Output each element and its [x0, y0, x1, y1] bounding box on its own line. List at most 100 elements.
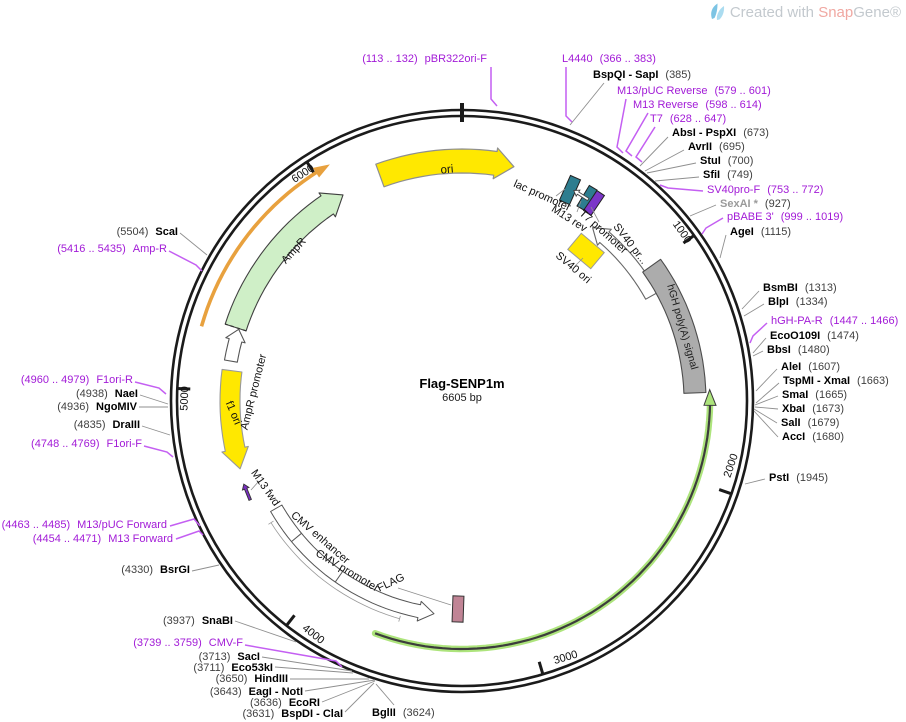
site-name: BlpI: [768, 296, 789, 308]
feature-f1-ori[interactable]: [219, 368, 249, 470]
site-name: SV40pro-F: [707, 184, 761, 196]
site-label-snabi[interactable]: (3937) SnaBI: [163, 615, 233, 627]
site-label-smai[interactable]: SmaI (1665): [782, 389, 847, 401]
leader-line-scai: [179, 232, 208, 256]
site-label-ecoo109i[interactable]: EcoO109I (1474): [770, 330, 859, 342]
site-label-bsmbi[interactable]: BsmBI (1313): [763, 282, 837, 294]
site-label-bspqi-sapi[interactable]: BspQI - SapI (385): [593, 69, 691, 81]
site-location: (3624): [402, 707, 435, 719]
site-label-acci[interactable]: AccI (1680): [782, 431, 844, 443]
site-label-l4440[interactable]: L4440 (366 .. 383): [562, 53, 656, 65]
svg-text:1000: 1000: [670, 219, 694, 246]
site-name: TspMI - XmaI: [783, 375, 851, 387]
site-name: DraIII: [112, 419, 140, 431]
orf-arrow-senp1-orf[interactable]: [371, 388, 717, 653]
site-label-sexai-[interactable]: SexAI * (927): [720, 198, 791, 210]
site-label-blpi[interactable]: BlpI (1334): [768, 296, 828, 308]
site-label-m13-puc-forward[interactable]: (4463 .. 4485) M13/pUC Forward: [2, 519, 167, 531]
site-label-ecori[interactable]: (3636) EcoRI: [250, 697, 320, 709]
site-location: (4454 .. 4471): [32, 533, 102, 545]
site-label-m13-puc-reverse[interactable]: M13/pUC Reverse (579 .. 601): [617, 85, 771, 97]
site-location: (1313): [804, 282, 837, 294]
site-label-scai[interactable]: (5504) ScaI: [117, 226, 178, 238]
feature-hGH-polyA-signal[interactable]: [642, 258, 707, 394]
site-location: (4330): [121, 564, 154, 576]
leader-line-sali: [753, 408, 778, 424]
site-label-bglii[interactable]: BglII (3624): [372, 707, 435, 719]
site-label-sv40pro-f[interactable]: SV40pro-F (753 .. 772): [707, 184, 823, 196]
site-label-t7[interactable]: T7 (628 .. 647): [650, 113, 726, 125]
site-label-tspmi-xmai[interactable]: TspMI - XmaI (1663): [783, 375, 889, 387]
leader-line-l4440: [565, 67, 573, 123]
m13-rev-arrow[interactable]: [572, 188, 590, 203]
site-location: (673): [743, 127, 769, 139]
leader-line-ecori: [321, 680, 376, 703]
site-label-f1ori-f[interactable]: (4748 .. 4769) F1ori-F: [31, 438, 142, 450]
site-label-eagi-noti[interactable]: (3643) EagI - NotI: [210, 686, 303, 698]
site-label-eco53ki[interactable]: (3711) Eco53kI: [193, 662, 273, 674]
site-label-sali[interactable]: SalI (1679): [781, 417, 839, 429]
site-name: CMV-F: [208, 637, 243, 649]
site-label-avrii[interactable]: AvrII (695): [688, 141, 745, 153]
flag-box[interactable]: [451, 595, 465, 623]
site-name: M13/pUC Reverse: [617, 85, 708, 97]
site-name: EagI - NotI: [248, 686, 303, 698]
site-location: (628 .. 647): [669, 113, 727, 125]
site-label-pbr322ori-f[interactable]: (113 .. 132) pBR322ori-F: [362, 53, 487, 65]
site-label-amp-r[interactable]: (5416 .. 5435) Amp-R: [57, 243, 167, 255]
site-location: (4748 .. 4769): [31, 438, 100, 450]
site-name: AccI: [782, 431, 806, 443]
sv40-ori-box[interactable]: [567, 232, 605, 270]
t7-promoter-box[interactable]: [582, 189, 606, 217]
leader-line-f1ori-r: [134, 381, 167, 395]
site-label-m13-forward[interactable]: (4454 .. 4471) M13 Forward: [33, 533, 173, 545]
site-label-bbsi[interactable]: BbsI (1480): [767, 344, 830, 356]
site-label-draiii[interactable]: (4835) DraIII: [74, 419, 140, 431]
leader-line-m13-forward: [175, 530, 204, 540]
site-label-sfii[interactable]: SfiI (749): [703, 169, 753, 181]
site-label-bspdi-clai[interactable]: (3631) BspDI - ClaI: [242, 708, 343, 720]
site-location: (598 .. 614): [705, 99, 762, 111]
site-label-pbabe-3-[interactable]: pBABE 3' (999 .. 1019): [727, 211, 843, 223]
leader-line-sfii: [654, 176, 700, 182]
leader-line-pbr322ori-f: [490, 67, 498, 107]
site-label-hindiii[interactable]: (3650) HindIII: [216, 673, 288, 685]
site-label-bsrgi[interactable]: (4330) BsrGI: [121, 564, 190, 576]
site-label-saci[interactable]: (3713) SacI: [199, 651, 260, 663]
site-label-psti[interactable]: PstI (1945): [769, 472, 828, 484]
site-label-m13-reverse[interactable]: M13 Reverse (598 .. 614): [633, 99, 762, 111]
site-name: SmaI: [782, 389, 809, 401]
leader-line-snabi: [234, 620, 297, 643]
svg-text:3000: 3000: [552, 649, 579, 667]
leader-line-pbabe-3-: [701, 217, 724, 235]
site-label-agei[interactable]: AgeI (1115): [730, 226, 791, 238]
site-label-ngomiv[interactable]: (4936) NgoMIV: [57, 401, 137, 413]
leader-line-cmv-f: [244, 644, 343, 668]
feature-ori[interactable]: [375, 147, 515, 188]
feature-CMV-enhancer-promoter[interactable]: [270, 504, 435, 622]
leader-line-stui: [646, 162, 697, 174]
site-label-alei[interactable]: AleI (1607): [781, 361, 840, 373]
site-label-hgh-pa-r[interactable]: hGH-PA-R (1447 .. 1466): [771, 315, 898, 327]
feature-AmpR[interactable]: [224, 192, 344, 332]
feature-SV40-promoter[interactable]: [592, 227, 659, 300]
site-label-xbai[interactable]: XbaI (1673): [782, 403, 844, 415]
site-location: (1607): [808, 361, 840, 373]
orf-arrow-ampr-orf[interactable]: [199, 164, 330, 327]
leader-line-f1ori-f: [143, 445, 174, 458]
site-location: (579 .. 601): [714, 85, 771, 97]
site-label-absi-pspxi[interactable]: AbsI - PspXI (673): [672, 127, 769, 139]
leader-line-sv40pro-f: [659, 184, 704, 192]
leader-line-bsmbi: [741, 290, 760, 310]
site-location: (1474): [827, 330, 859, 342]
site-label-naei[interactable]: (4938) NaeI: [76, 388, 138, 400]
feature-AmpR-promoter[interactable]: [223, 328, 246, 363]
site-name: HindIII: [254, 673, 288, 685]
site-label-cmv-f[interactable]: (3739 .. 3759) CMV-F: [133, 637, 243, 649]
plasmid-size: 6605 bp: [442, 392, 482, 404]
site-label-stui[interactable]: StuI (700): [700, 155, 753, 167]
site-name: AvrII: [688, 141, 713, 153]
site-label-f1ori-r[interactable]: (4960 .. 4979) F1ori-R: [21, 374, 133, 386]
m13-fwd-arrow[interactable]: [241, 483, 254, 501]
